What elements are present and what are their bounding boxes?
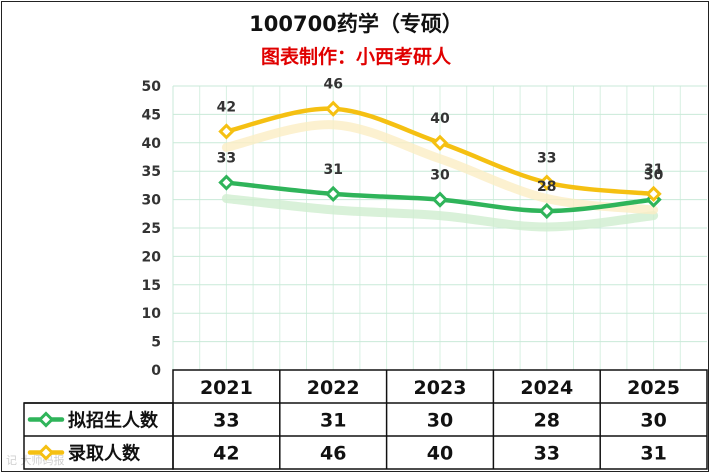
chart-title: 100700药学（专硕） [249,12,463,36]
data-point-marker [431,134,449,151]
watermark: 记 大师码报 [6,454,65,467]
data-point-marker [538,174,555,191]
data-point-marker [645,185,662,203]
data-label: 42 [217,99,236,115]
x-category-label: 2023 [414,377,467,399]
y-tick-label: 15 [142,278,161,294]
data-label: 30 [430,168,450,184]
table-cell-value: 30 [640,410,666,432]
series-lines [218,100,662,220]
y-tick-label: 40 [142,136,162,152]
legend-key-marker [37,411,55,428]
grid [172,85,707,371]
series-shadow-2 [221,120,659,215]
table-cell-value: 42 [213,443,239,465]
table-cell-value: 40 [427,443,453,465]
data-label: 31 [323,162,342,178]
table-cell-value: 31 [320,410,346,432]
data-label: 33 [537,151,556,167]
x-category-label: 2022 [307,377,360,399]
data-point-marker [325,185,342,203]
table-cell-value: 46 [320,443,346,465]
data-label: 28 [537,179,556,195]
data-label: 46 [323,77,342,93]
chart-subtitle: 图表制作：小西考研人 [260,46,451,68]
series-shadows [221,120,659,232]
y-tick-label: 20 [142,249,162,265]
y-tick-label: 25 [142,221,161,237]
data-label: 31 [644,162,663,178]
data-label: 33 [217,151,236,167]
data-point-marker [325,100,342,117]
table-cell-value: 33 [534,443,560,465]
x-category-label: 2025 [627,377,680,399]
y-tick-label: 10 [142,306,162,322]
series-shadow-1 [221,194,659,232]
data-point-marker [538,202,555,220]
y-tick-label: 35 [142,164,161,180]
table-cell-value: 30 [427,410,453,432]
data-label: 40 [430,111,450,127]
y-tick-label: 45 [142,107,161,123]
legend-key-marker [37,444,55,461]
x-category-label: 2021 [200,377,253,399]
data-label: 30 [644,168,664,184]
y-tick-label: 30 [142,193,162,209]
legend-series-name: 录取人数 [68,443,141,465]
table-cell-value: 31 [640,443,666,465]
y-axis: 0 5 10 15 20 25 30 35 40 45 50 [142,79,162,379]
data-point-marker [431,191,449,208]
data-point-marker [218,123,235,140]
table-cell-value: 28 [534,410,560,432]
legend-series-name: 拟招生人数 [68,410,159,432]
x-category-label: 2024 [520,377,573,399]
y-tick-label: 50 [142,79,162,95]
y-tick-label: 5 [151,335,161,351]
data-point-marker [218,174,235,191]
data-table: 2021 2022 2023 2024 2025 拟招生人数 33 31 30 28 30 录取人数 4… [23,369,708,470]
table-cell-value: 33 [213,410,239,432]
y-tick-label: 0 [151,363,161,379]
